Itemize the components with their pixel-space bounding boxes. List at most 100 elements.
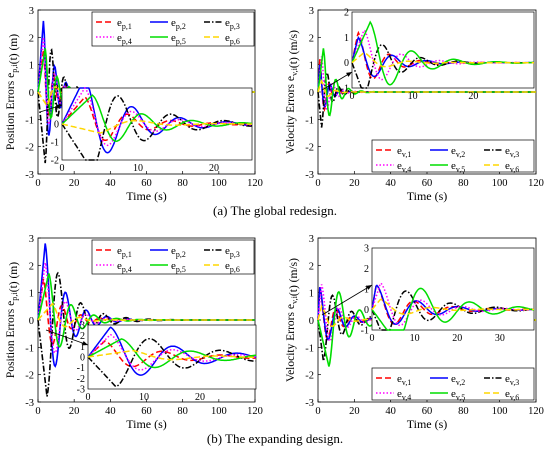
inset-y-tick-label: 2 xyxy=(54,84,59,95)
legend-label: ep,5 xyxy=(171,260,186,274)
legend-label: ep,2 xyxy=(171,17,186,31)
y-tick-label: -3 xyxy=(305,170,314,181)
x-axis-label: Time (s) xyxy=(126,189,167,203)
x-tick-label: 60 xyxy=(141,178,152,189)
y-tick-label: -3 xyxy=(25,170,34,181)
legend-label: ep,1 xyxy=(117,245,132,259)
inset-y-tick-label: 3 xyxy=(80,321,85,332)
inset-y-tick-label: 0 xyxy=(54,120,59,131)
x-tick-label: 20 xyxy=(349,406,360,417)
legend-label: ev,2 xyxy=(451,373,465,387)
legend-label: ep,5 xyxy=(171,32,186,46)
y-tick-label: 2 xyxy=(29,261,34,272)
inset-series-line xyxy=(371,298,534,315)
y-tick-label: 3 xyxy=(309,234,314,245)
x-tick-label: 0 xyxy=(315,406,320,417)
inset-x-tick-label: 0 xyxy=(370,333,375,344)
x-tick-label: 20 xyxy=(69,178,80,189)
legend: ep,1 ep,2 ep,3 ep,4 ep,5 ep,6 xyxy=(91,239,255,275)
zoom-arrow xyxy=(321,71,353,91)
legend-label: ev,4 xyxy=(397,388,411,402)
legend-label: ev,6 xyxy=(505,160,519,174)
inset-y-tick-label: 0 xyxy=(344,58,349,69)
y-tick-label: 3 xyxy=(309,6,314,17)
y-axis-label: Position Errors ep,i(t) (m) xyxy=(5,262,20,378)
legend: ev,1 ev,2 ev,3 ev,4 ev,5 ev,6 xyxy=(371,139,535,174)
legend: ep,1 ep,2 ep,3 ep,4 ep,5 ep,6 xyxy=(91,11,255,47)
legend-label: ep,3 xyxy=(225,245,240,259)
x-tick-label: 80 xyxy=(177,178,188,189)
inset-series-line xyxy=(87,337,256,388)
y-tick-label: -2 xyxy=(305,371,314,382)
y-tick-label: -2 xyxy=(305,143,314,154)
x-tick-label: 100 xyxy=(211,178,227,189)
y-tick-label: -1 xyxy=(25,343,34,354)
inset-y-tick-label: -2 xyxy=(77,374,85,385)
y-axis-label: Position Errors ep,i(t) (m) xyxy=(5,34,20,150)
inset-y-tick-label: 1 xyxy=(364,285,369,296)
y-axis-label: Velocity Errors ev,i(t) (m/s) xyxy=(285,258,300,382)
zoom-arrow-head xyxy=(346,72,352,77)
y-tick-label: 0 xyxy=(309,316,314,327)
x-tick-label: 20 xyxy=(349,178,360,189)
zoom-arrow xyxy=(321,284,373,316)
inset-y-tick-label: 0 xyxy=(80,353,85,364)
inset-frame xyxy=(87,324,257,390)
inset-series-line xyxy=(87,333,257,371)
y-tick-label: -2 xyxy=(25,143,34,154)
y-tick-label: -1 xyxy=(25,115,34,126)
y-tick-label: -1 xyxy=(305,115,314,126)
legend-label: ev,1 xyxy=(397,145,411,159)
legend-label: ep,6 xyxy=(225,32,240,46)
inset-x-tick-label: 20 xyxy=(209,163,219,174)
y-tick-label: 1 xyxy=(309,61,314,72)
y-tick-label: 1 xyxy=(29,61,34,72)
inset-y-tick-label: -1 xyxy=(51,138,59,149)
zoom-arrow-head xyxy=(82,340,88,346)
y-tick-label: -1 xyxy=(305,343,314,354)
legend-label: ep,6 xyxy=(225,260,240,274)
y-tick-label: 3 xyxy=(29,6,34,17)
x-tick-label: 60 xyxy=(141,406,152,417)
x-axis-label: Time (s) xyxy=(407,189,448,203)
legend-label: ev,3 xyxy=(505,373,519,387)
inset-y-tick-label: 1 xyxy=(344,33,349,44)
x-tick-label: 0 xyxy=(35,406,40,417)
y-tick-label: 0 xyxy=(309,88,314,99)
y-tick-label: 0 xyxy=(29,316,34,327)
x-tick-label: 40 xyxy=(105,406,116,417)
inset-x-tick-label: 20 xyxy=(195,392,205,403)
x-tick-label: 40 xyxy=(105,178,116,189)
caption-a: (a) The global redesign. xyxy=(213,203,337,218)
inset-series-line xyxy=(87,326,257,376)
inset-y-tick-label: -1 xyxy=(361,326,369,337)
y-tick-label: -3 xyxy=(25,398,34,409)
series-line xyxy=(317,78,536,98)
inset-x-tick-label: 10 xyxy=(133,163,143,174)
legend-label: ev,4 xyxy=(397,160,411,174)
legend-label: ep,1 xyxy=(117,17,132,31)
y-tick-label: -3 xyxy=(305,398,314,409)
x-tick-label: 0 xyxy=(315,178,320,189)
x-tick-label: 100 xyxy=(492,178,508,189)
legend-label: ev,1 xyxy=(397,373,411,387)
inset-x-tick-label: 10 xyxy=(139,392,149,403)
legend-label: ep,4 xyxy=(117,32,132,46)
legend-label: ev,2 xyxy=(451,145,465,159)
legend-label: ev,5 xyxy=(451,160,465,174)
inset-x-tick-label: 30 xyxy=(495,333,505,344)
legend-box xyxy=(371,139,535,173)
inset-y-tick-label: 2 xyxy=(80,331,85,342)
inset-y-tick-label: -3 xyxy=(77,385,85,396)
inset-x-tick-label: 0 xyxy=(350,91,355,102)
x-tick-label: 80 xyxy=(458,178,469,189)
y-tick-label: -2 xyxy=(25,371,34,382)
inset-x-tick-label: 10 xyxy=(410,333,420,344)
inset-y-tick-label: 0 xyxy=(364,305,369,316)
x-tick-label: 80 xyxy=(177,406,188,417)
y-tick-label: 2 xyxy=(309,261,314,272)
